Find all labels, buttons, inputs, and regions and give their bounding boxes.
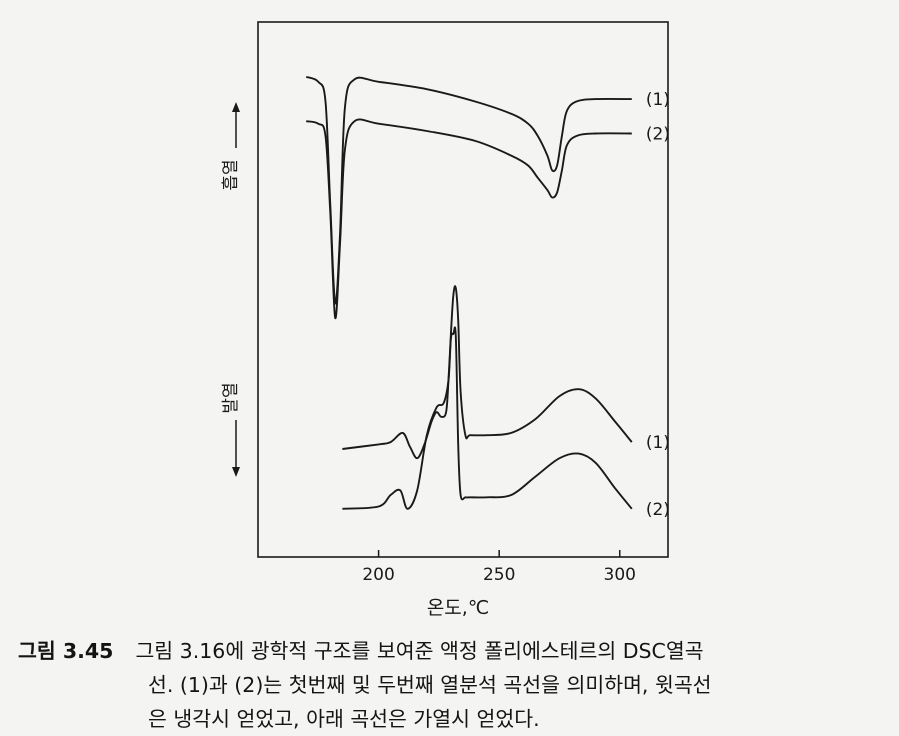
x-tick-label-200: 200 [362, 565, 394, 585]
figure-caption: 그림 3.45 그림 3.16에 광학적 구조를 보여준 액정 폴리에스테르의 D… [18, 634, 888, 736]
caption-line-1: 그림 3.45 그림 3.16에 광학적 구조를 보여준 액정 폴리에스테르의 D… [18, 634, 888, 668]
y-label-endotherm-text: 흡열 [221, 159, 241, 190]
x-tick-label-250: 250 [483, 565, 515, 585]
series-line-heating-1 [342, 285, 633, 460]
caption-line-2: 선. (1)과 (2)는 첫번째 및 두번째 열분석 곡선을 의미하며, 윗곡선 [148, 673, 712, 697]
plot-frame [257, 21, 669, 558]
series-line-cooling-2 [306, 118, 632, 319]
caption-line-3: 은 냉각시 얻었고, 아래 곡선은 가열시 얻었다. [148, 707, 540, 731]
series-label-cooling-1: (1) [646, 90, 670, 110]
caption-text-1: 그림 3.16에 광학적 구조를 보여준 액정 폴리에스테르의 DSC열곡 [135, 639, 704, 663]
y-label-exotherm-text: 발열 [221, 382, 241, 413]
series-labels: (1) (2) (1) (2) [646, 90, 670, 520]
series-label-cooling-2: (2) [646, 125, 670, 145]
series-label-heating-2: (2) [646, 500, 670, 520]
dsc-curves [305, 75, 633, 510]
series-line-heating-2 [342, 326, 633, 510]
x-axis: 200 250 300 [362, 550, 636, 585]
y-label-endotherm: 흡열 [221, 102, 241, 191]
x-tick-label-300: 300 [604, 565, 636, 585]
caption-number: 그림 3.45 [18, 639, 114, 663]
exotherm-arrow-head [232, 467, 240, 477]
x-axis-label: 온도,℃ [427, 597, 489, 619]
dsc-chart: 200 250 300 (1) (2) (1) (2) 온도,℃ 흡열 발열 [221, 21, 670, 619]
y-label-exotherm: 발열 [221, 382, 241, 477]
series-label-heating-1: (1) [646, 433, 670, 453]
series-line-cooling-1 [305, 75, 632, 305]
endotherm-arrow-head [232, 102, 240, 112]
